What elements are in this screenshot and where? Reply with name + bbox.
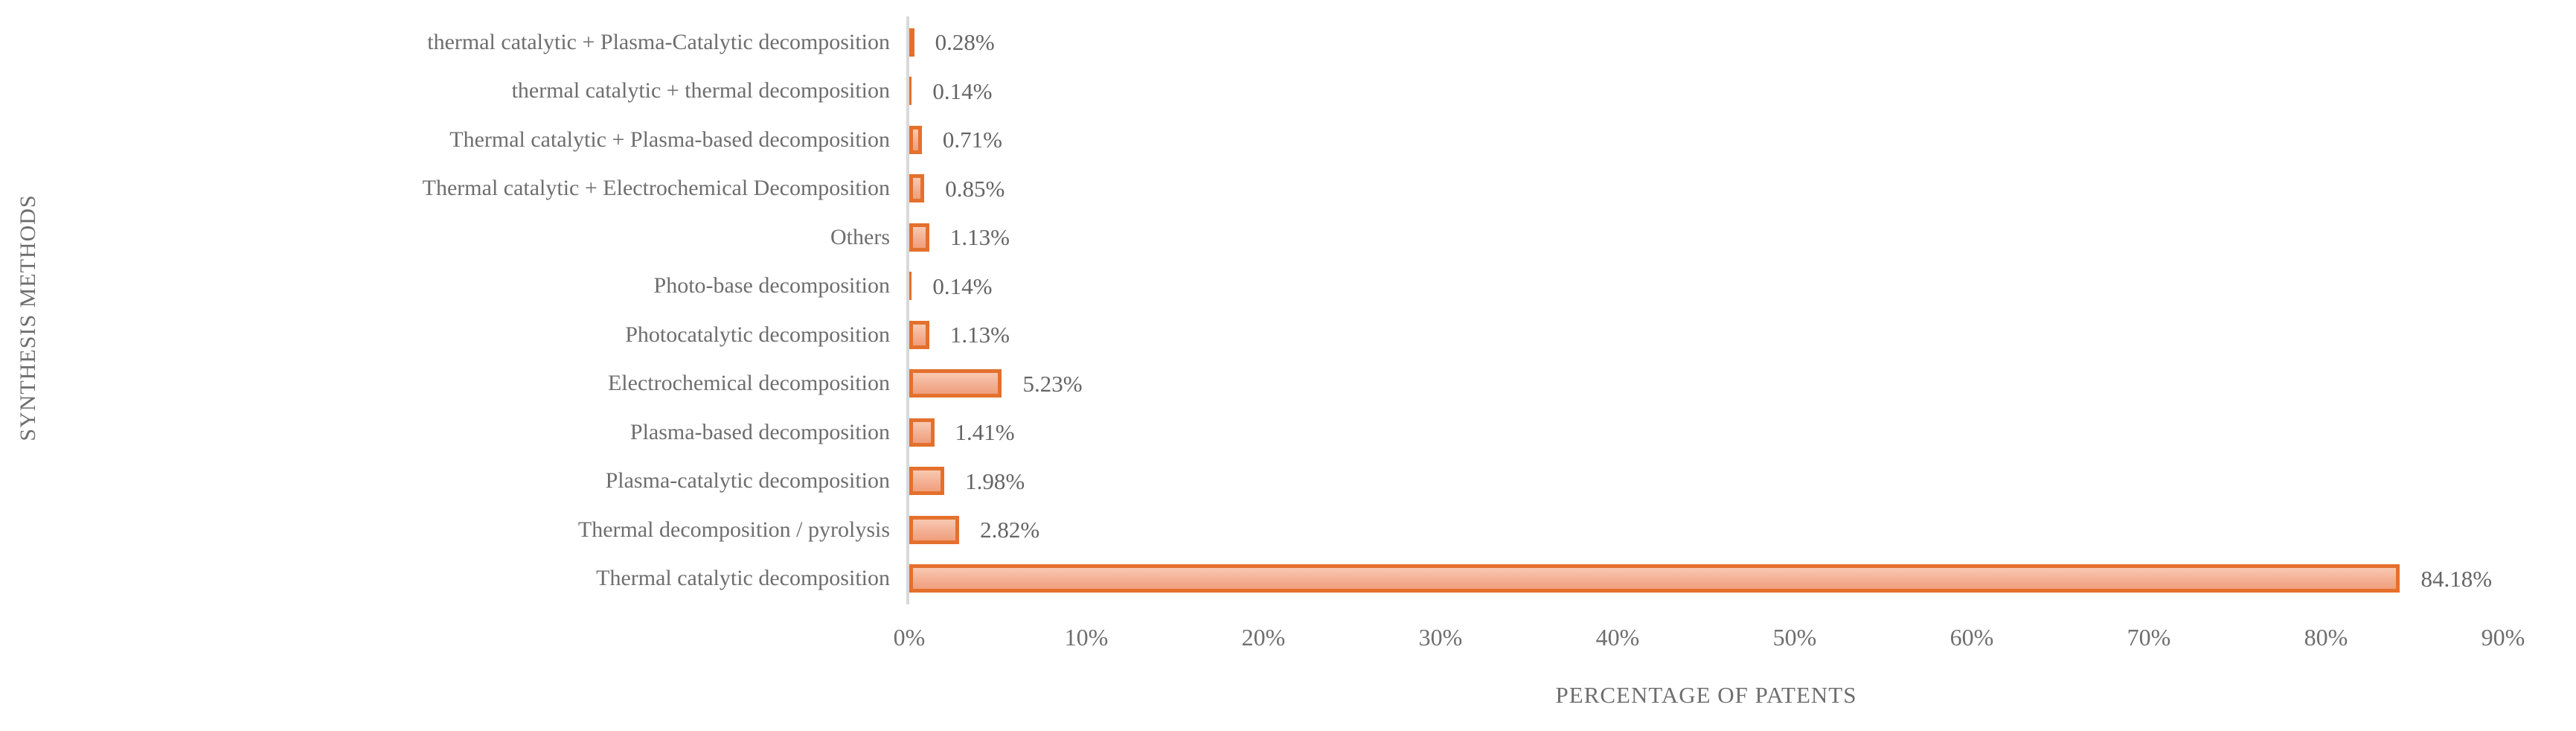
bar-fill: [913, 519, 956, 540]
value-label: 1.98%: [965, 467, 1025, 494]
value-label: 2.82%: [980, 517, 1040, 543]
category-label: Plasma-catalytic decomposition: [605, 468, 890, 494]
bar: [909, 28, 914, 57]
bar: [909, 467, 945, 496]
bar-row: Thermal decomposition / pyrolysis 2.82%: [0, 505, 2576, 555]
x-tick-label: 40%: [1595, 624, 1640, 651]
bar-row: Thermal catalytic decomposition 84.18%: [0, 555, 2576, 604]
bar-fill: [913, 129, 918, 150]
bar-fill: [913, 568, 2397, 590]
bar-row: Photo-base decomposition 0.14%: [0, 262, 2576, 311]
bar-row: Thermal catalytic + Electrochemical Deco…: [0, 165, 2576, 214]
value-label: 5.23%: [1022, 370, 1083, 397]
bar-row: Thermal catalytic + Plasma-based decompo…: [0, 115, 2576, 165]
category-label: Thermal catalytic + Electrochemical Deco…: [422, 176, 890, 201]
bar: [909, 223, 929, 252]
category-label: Plasma-based decomposition: [629, 419, 890, 444]
category-label: thermal catalytic + Plasma-Catalytic dec…: [427, 29, 890, 54]
value-label: 84.18%: [2420, 565, 2493, 592]
bar-fill: [913, 421, 931, 443]
bar: [909, 174, 925, 203]
value-label: 1.13%: [949, 224, 1010, 250]
x-tick-label: 30%: [1418, 624, 1463, 651]
bar-row: thermal catalytic + thermal decompositio…: [0, 67, 2576, 116]
bar-row: Others 1.13%: [0, 213, 2576, 262]
bar-fill: [913, 226, 926, 248]
bar: [909, 125, 922, 154]
bar-row: thermal catalytic + Plasma-Catalytic dec…: [0, 18, 2576, 67]
value-label: 0.14%: [932, 77, 993, 104]
value-label: 1.41%: [955, 419, 1015, 445]
x-tick-label: 50%: [1772, 624, 1817, 651]
bar-fill: [913, 373, 999, 395]
category-label: Electrochemical decomposition: [607, 371, 890, 396]
bar-fill: [913, 324, 926, 345]
bar: [909, 515, 960, 544]
y-axis-line: [906, 16, 909, 604]
bar: [909, 272, 912, 301]
value-label: 0.28%: [935, 29, 995, 55]
x-tick-label: 90%: [2481, 624, 2525, 651]
bar: [909, 320, 929, 349]
bar-row: Electrochemical decomposition 5.23%: [0, 360, 2576, 409]
bar: [909, 77, 912, 106]
value-label: 0.14%: [932, 272, 993, 299]
category-label: Thermal catalytic + Plasma-based decompo…: [449, 127, 890, 152]
x-tick-label: 60%: [1949, 624, 1994, 651]
value-label: 0.71%: [942, 127, 1002, 153]
bar: [909, 369, 1002, 398]
x-tick-label: 10%: [1064, 624, 1109, 651]
bar-row: Plasma-based decomposition 1.41%: [0, 408, 2576, 457]
value-label: 1.13%: [949, 322, 1010, 348]
category-label: Photocatalytic decomposition: [625, 322, 890, 347]
category-label: Thermal decomposition / pyrolysis: [577, 517, 890, 542]
bar: [909, 564, 2400, 593]
bar-fill: [913, 178, 921, 199]
bar-row: Plasma-catalytic decomposition 1.98%: [0, 457, 2576, 506]
x-tick-label: 80%: [2304, 624, 2348, 651]
category-label: Photo-base decomposition: [653, 273, 890, 299]
bar-row: Photocatalytic decomposition 1.13%: [0, 310, 2576, 360]
category-label: Thermal catalytic decomposition: [596, 566, 890, 591]
category-label: thermal catalytic + thermal decompositio…: [511, 78, 890, 103]
x-tick-label: 20%: [1241, 624, 1286, 651]
category-label: Others: [830, 224, 890, 249]
bar: [909, 418, 935, 447]
value-label: 0.85%: [945, 175, 1005, 202]
x-tick-label: 70%: [2127, 624, 2171, 651]
x-tick-label: 0%: [893, 624, 926, 651]
bar-fill: [913, 470, 941, 492]
x-axis-title: PERCENTAGE OF PATENTS: [1555, 682, 1857, 708]
